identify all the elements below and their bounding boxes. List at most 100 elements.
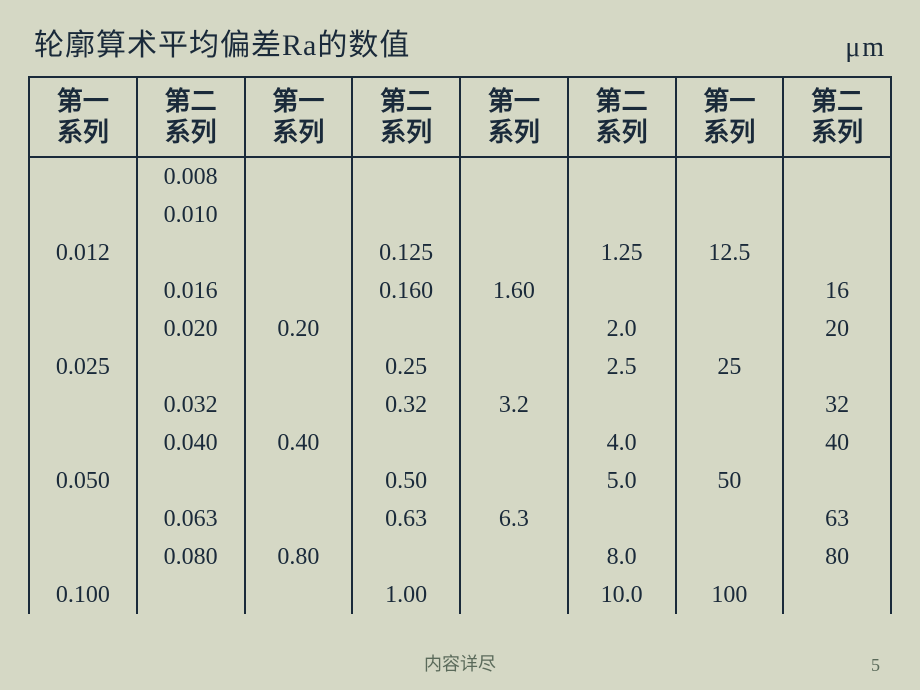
table-cell: 0.025 bbox=[29, 348, 137, 386]
column-header: 第一系列 bbox=[460, 77, 568, 157]
table-cell: 5.0 bbox=[568, 462, 676, 500]
column-header-line1: 第二 bbox=[788, 86, 886, 117]
table-cell: 100 bbox=[676, 576, 784, 614]
table-row: 0.0320.323.232 bbox=[29, 386, 891, 424]
table-cell bbox=[29, 157, 137, 196]
table-cell: 0.125 bbox=[352, 234, 460, 272]
table-cell bbox=[783, 234, 891, 272]
column-header-line1: 第二 bbox=[573, 86, 671, 117]
table-cell bbox=[460, 196, 568, 234]
table-cell bbox=[460, 538, 568, 576]
slide-number: 5 bbox=[871, 655, 880, 676]
table-cell bbox=[568, 196, 676, 234]
table-row: 0.1001.0010.0100 bbox=[29, 576, 891, 614]
table-cell: 1.25 bbox=[568, 234, 676, 272]
table-cell: 12.5 bbox=[676, 234, 784, 272]
table-cell: 0.80 bbox=[245, 538, 353, 576]
column-header-line1: 第二 bbox=[142, 86, 240, 117]
table-cell: 0.020 bbox=[137, 310, 245, 348]
table-cell: 0.032 bbox=[137, 386, 245, 424]
table-cell bbox=[245, 272, 353, 310]
table-cell bbox=[460, 234, 568, 272]
ra-values-table: 第一系列第二系列第一系列第二系列第一系列第二系列第一系列第二系列 0.0080.… bbox=[28, 76, 892, 614]
table-cell bbox=[460, 576, 568, 614]
table-cell: 50 bbox=[676, 462, 784, 500]
table-cell bbox=[783, 157, 891, 196]
unit-label: μm bbox=[845, 32, 886, 64]
table-cell: 0.20 bbox=[245, 310, 353, 348]
table-cell bbox=[245, 386, 353, 424]
table-cell bbox=[137, 234, 245, 272]
column-header: 第二系列 bbox=[137, 77, 245, 157]
column-header-line2: 系列 bbox=[142, 117, 240, 148]
column-header-line2: 系列 bbox=[573, 117, 671, 148]
table-cell bbox=[568, 272, 676, 310]
table-cell: 0.080 bbox=[137, 538, 245, 576]
table-cell bbox=[676, 538, 784, 576]
table-cell: 0.100 bbox=[29, 576, 137, 614]
table-cell bbox=[676, 386, 784, 424]
table-cell: 0.63 bbox=[352, 500, 460, 538]
table-cell: 0.32 bbox=[352, 386, 460, 424]
table-cell bbox=[29, 196, 137, 234]
column-header-line2: 系列 bbox=[250, 117, 348, 148]
table-cell bbox=[568, 386, 676, 424]
table-cell bbox=[245, 462, 353, 500]
table-cell bbox=[460, 157, 568, 196]
table-cell: 1.60 bbox=[460, 272, 568, 310]
table-cell: 0.25 bbox=[352, 348, 460, 386]
table-cell bbox=[29, 272, 137, 310]
table-cell: 63 bbox=[783, 500, 891, 538]
table-cell: 20 bbox=[783, 310, 891, 348]
table-row: 0.008 bbox=[29, 157, 891, 196]
table-cell: 0.063 bbox=[137, 500, 245, 538]
table-cell bbox=[783, 576, 891, 614]
table-cell bbox=[245, 348, 353, 386]
table-cell bbox=[460, 310, 568, 348]
table-cell: 16 bbox=[783, 272, 891, 310]
column-header-line1: 第一 bbox=[681, 86, 779, 117]
table-row: 0.0250.252.525 bbox=[29, 348, 891, 386]
table-cell: 6.3 bbox=[460, 500, 568, 538]
table-cell: 0.160 bbox=[352, 272, 460, 310]
table-cell: 0.50 bbox=[352, 462, 460, 500]
table-cell bbox=[29, 538, 137, 576]
table-cell bbox=[676, 196, 784, 234]
table-cell bbox=[245, 196, 353, 234]
table-row: 0.063 0.636.3 63 bbox=[29, 500, 891, 538]
column-header: 第二系列 bbox=[783, 77, 891, 157]
table-cell bbox=[245, 576, 353, 614]
table-row: 0.0800.808.080 bbox=[29, 538, 891, 576]
table-cell: 0.40 bbox=[245, 424, 353, 462]
table-cell bbox=[137, 576, 245, 614]
column-header-line1: 第一 bbox=[34, 86, 132, 117]
table-cell: 2.0 bbox=[568, 310, 676, 348]
table-cell bbox=[245, 157, 353, 196]
column-header-line1: 第一 bbox=[250, 86, 348, 117]
table-cell bbox=[29, 310, 137, 348]
column-header: 第一系列 bbox=[245, 77, 353, 157]
table-cell bbox=[352, 424, 460, 462]
table-cell: 0.010 bbox=[137, 196, 245, 234]
table-cell bbox=[676, 424, 784, 462]
table-cell: 1.00 bbox=[352, 576, 460, 614]
table-cell bbox=[29, 424, 137, 462]
table-cell bbox=[676, 310, 784, 348]
column-header: 第二系列 bbox=[568, 77, 676, 157]
table-cell bbox=[676, 500, 784, 538]
page-title: 轮廓算术平均偏差Ra的数值 bbox=[34, 20, 410, 64]
table-cell bbox=[783, 462, 891, 500]
table-cell: 4.0 bbox=[568, 424, 676, 462]
table-cell: 25 bbox=[676, 348, 784, 386]
table-cell bbox=[676, 272, 784, 310]
table-cell: 80 bbox=[783, 538, 891, 576]
table-cell bbox=[783, 196, 891, 234]
column-header: 第一系列 bbox=[676, 77, 784, 157]
table-cell bbox=[137, 348, 245, 386]
table-row: 0.0500.505.050 bbox=[29, 462, 891, 500]
table-row: 0.0120.1251.2512.5 bbox=[29, 234, 891, 272]
column-header: 第二系列 bbox=[352, 77, 460, 157]
column-header-line2: 系列 bbox=[681, 117, 779, 148]
column-header-line2: 系列 bbox=[788, 117, 886, 148]
column-header-line2: 系列 bbox=[34, 117, 132, 148]
